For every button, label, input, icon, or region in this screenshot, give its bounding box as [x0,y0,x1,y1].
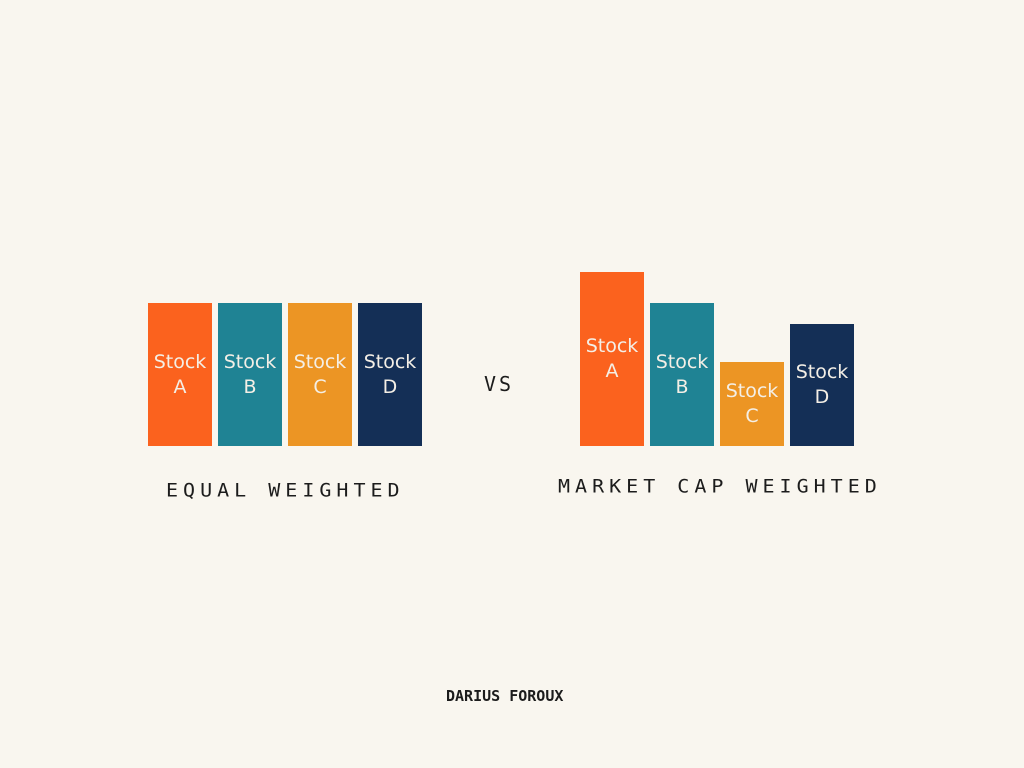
bar-stock-c: Stock C [720,362,784,446]
bar-label-line1: Stock [725,380,779,402]
bar-label-line1: Stock [585,335,639,357]
bar-label-line1: Stock [655,350,709,373]
bar-stock-b: Stock B [218,303,282,446]
equal-weighted-caption: EQUAL WEIGHTED [166,478,405,502]
bar-label-line2: C [745,405,759,427]
author-signature: DARIUS FOROUX [446,687,564,705]
bar-label-line1: Stock [153,350,207,373]
bar-stock-d: Stock D [790,324,854,446]
bar-stock-c: Stock C [288,303,352,446]
bar-label-line2: B [243,375,257,398]
bar-stock-a: Stock A [580,272,644,446]
bar-label-line1: Stock [363,350,417,373]
bar-label-line1: Stock [293,350,347,373]
bar-label-line2: A [173,375,187,398]
market-cap-weighted-caption: MARKET CAP WEIGHTED [558,474,882,498]
bar-stock-b: Stock B [650,303,714,446]
bar-label-line2: C [313,375,327,398]
bar-label-line2: D [382,375,398,398]
bar-label-line1: Stock [223,350,277,373]
bar-label-line2: A [605,360,619,382]
bar-stock-a: Stock A [148,303,212,446]
bar-label-line2: D [814,386,830,408]
vs-label: VS [484,372,515,396]
bar-label-line2: B [675,375,689,398]
bar-stock-d: Stock D [358,303,422,446]
bar-label-line1: Stock [795,361,849,383]
